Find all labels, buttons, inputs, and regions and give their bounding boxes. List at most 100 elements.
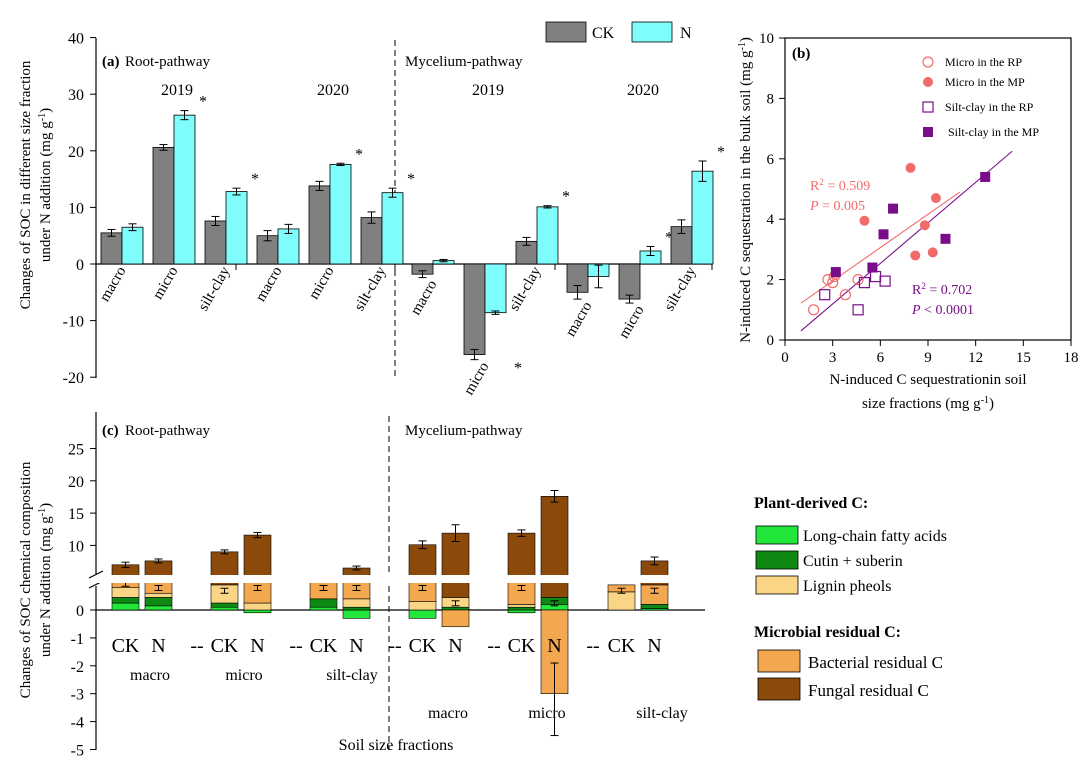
panel-b: 0 3 6 9 12 15 18 0 2 4 6 8 10 (b) Micro in the RP Mi… xyxy=(737,31,1079,412)
a-significance-star: * xyxy=(562,189,570,206)
legend-silt-mp-marker xyxy=(923,127,933,137)
legend-long-chain-swatch xyxy=(755,525,799,545)
c-mycelium-fraction-label: silt-clay xyxy=(636,705,688,722)
legend-fungal-label: Fungal residual C xyxy=(808,681,929,700)
panel-b-xlabel-line1: N-induced C sequestrationin soil xyxy=(829,372,1026,388)
b-xtick-label: 12 xyxy=(968,350,983,366)
panel-a-mycelium-pathway-label: Mycelium-pathway xyxy=(405,54,523,70)
b-ytick-label: 10 xyxy=(759,31,774,47)
panel-c-legend: Plant-derived C: Long-chain fatty acids … xyxy=(754,495,947,701)
a-year-label: 2019 xyxy=(472,82,504,99)
b-point-silt-rp xyxy=(879,275,891,287)
c-ytick-label-upper: 20 xyxy=(68,474,84,491)
a-fraction-label: micro xyxy=(306,264,337,302)
c-separator: -- xyxy=(289,635,302,657)
c-segment-cutin xyxy=(640,604,669,609)
a-fraction-label: silt-clay xyxy=(195,264,233,314)
c-segment-lignin xyxy=(342,598,371,608)
panel-c: 10 15 20 25 -5 -4 -3 -2 -1 0 (c) Root-pathway Myc… xyxy=(18,412,947,760)
legend-micro-mp-label: Micro in the MP xyxy=(945,75,1025,89)
legend-ck-swatch xyxy=(545,21,587,43)
b-point-micro-rp xyxy=(839,289,851,301)
c-segment-long_chain xyxy=(144,605,173,611)
panel-c-xlabel: Soil size fractions xyxy=(339,737,454,754)
a-bar-ck-2020-micro-Root-pathway xyxy=(308,185,331,265)
c-segment-cutin xyxy=(507,606,536,611)
c-label-n: N xyxy=(151,635,165,657)
a-bar-n-2019-macro-Root-pathway xyxy=(121,226,144,265)
b-xtick-label: 9 xyxy=(924,350,932,366)
b-point-silt-mp xyxy=(867,262,878,273)
b-ytick-label: 4 xyxy=(767,212,775,228)
c-segment-cutin xyxy=(144,597,173,607)
c-ytick-label-lower: -5 xyxy=(71,743,84,760)
c-segment-lignin xyxy=(111,587,140,598)
panel-c-ylabel-line1: Changes of SOC chemical composition xyxy=(18,461,34,698)
c-mycelium-fraction-label: macro xyxy=(428,705,468,722)
b-xtick-label: 15 xyxy=(1016,350,1031,366)
b-point-micro-rp xyxy=(827,277,839,289)
fit1-r2-annotation: R2 = 0.509 xyxy=(810,177,870,194)
a-bar-n-2019-micro-Root-pathway xyxy=(173,114,196,265)
panel-b-label: (b) xyxy=(792,46,810,62)
legend-n-swatch xyxy=(631,21,673,43)
bar-break-band xyxy=(97,575,707,583)
legend-fungal-swatch xyxy=(757,677,801,701)
b-point-silt-rp xyxy=(819,289,831,301)
panel-a-bars: 2019 macro * micro * silt-clay 2020 macro * micro… xyxy=(97,82,725,398)
legend-lignin-swatch xyxy=(755,575,799,595)
a-bar-ck-2020-micro-Mycelium-pathway xyxy=(618,263,641,300)
panel-c-root-pathway-label: Root-pathway xyxy=(125,423,210,439)
panel-a: -20 -10 0 10 20 30 40 2019 macro * micro * silt-cla… xyxy=(18,21,725,398)
c-root-fraction-label: silt-clay xyxy=(326,667,378,684)
c-ytick-label-upper: 10 xyxy=(68,538,84,555)
a-fraction-label: silt-clay xyxy=(351,264,389,314)
c-segment-cutin xyxy=(210,602,239,608)
legend-micro-mp-marker xyxy=(923,77,933,87)
a-year-label: 2020 xyxy=(627,82,659,99)
b-ytick-label: 8 xyxy=(767,91,775,107)
a-bar-n-2020-silt-clay-Mycelium-pathway xyxy=(691,170,714,265)
c-segment-cutin xyxy=(309,598,338,608)
c-segment-bacterial xyxy=(441,609,470,628)
a-fraction-label: silt-clay xyxy=(506,264,544,314)
panel-b-xlabel-line2: size fractions (mg g-1) xyxy=(862,395,994,413)
c-ytick-label-upper: 15 xyxy=(68,506,84,523)
legend-microbial-title: Microbial residual C: xyxy=(754,624,901,641)
b-point-silt-mp xyxy=(878,229,889,240)
a-fraction-label: silt-clay xyxy=(661,264,699,314)
c-segment-long_chain xyxy=(111,602,140,611)
c-segment-lignin xyxy=(243,602,272,611)
b-point-silt-mp xyxy=(830,267,841,278)
c-segment-cutin xyxy=(441,606,470,611)
legend-silt-mp-label: Silt-clay in the MP xyxy=(948,125,1039,139)
c-ytick-label-lower: -2 xyxy=(71,659,84,676)
panel-a-root-pathway-label: Root-pathway xyxy=(125,54,210,70)
a-significance-star: * xyxy=(514,360,522,377)
c-segment-fungal xyxy=(243,534,272,583)
a-ytick-label: 10 xyxy=(68,200,84,217)
a-fraction-label: micro xyxy=(461,360,492,398)
c-segment-cutin xyxy=(111,597,140,604)
b-point-micro-mp xyxy=(927,247,938,258)
c-segment-fungal xyxy=(507,532,536,583)
a-fraction-label: macro xyxy=(97,264,130,304)
legend-bacterial-swatch xyxy=(757,649,801,673)
legend-plant-title: Plant-derived C: xyxy=(754,495,868,512)
a-bar-ck-2019-micro-Mycelium-pathway xyxy=(463,263,486,355)
a-bar-n-2019-silt-clay-Mycelium-pathway xyxy=(536,206,559,265)
b-xtick-label: 18 xyxy=(1064,350,1079,366)
a-ytick-label: -10 xyxy=(63,314,84,331)
legend-silt-rp-label: Silt-clay in the RP xyxy=(945,100,1034,114)
c-mycelium-fraction-label: micro xyxy=(528,705,565,722)
c-segment-long_chain xyxy=(309,606,338,611)
c-segment-long_chain xyxy=(342,609,371,619)
c-label-ck: CK xyxy=(608,635,636,657)
b-ytick-label: 0 xyxy=(767,333,775,349)
a-bar-ck-2019-micro-Root-pathway xyxy=(152,147,175,265)
b-xtick-label: 0 xyxy=(781,350,789,366)
panel-c-bars xyxy=(111,489,669,737)
c-segment-long_chain xyxy=(210,606,239,611)
c-label-ck: CK xyxy=(211,635,239,657)
